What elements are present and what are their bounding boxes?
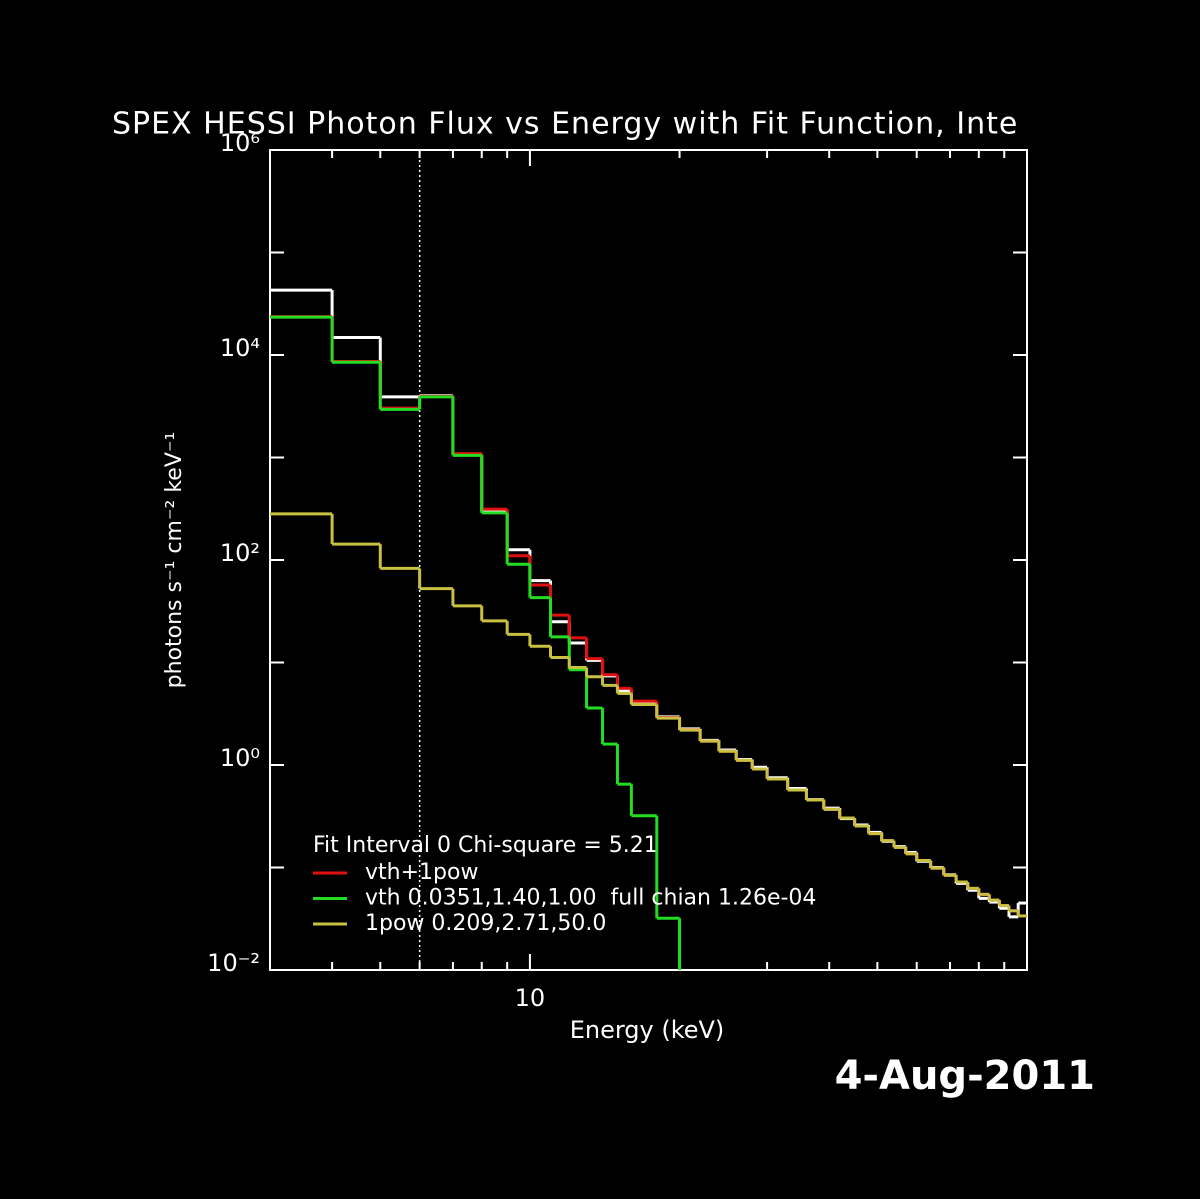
legend-label: vth 0.0351,1.40,1.00 full chian 1.26e-04 bbox=[365, 886, 816, 911]
y-axis-label: photons s⁻¹ cm⁻² keV⁻¹ bbox=[162, 432, 187, 689]
y-tick-label: 10⁰ bbox=[220, 744, 260, 772]
y-tick-label: 10⁴ bbox=[220, 334, 260, 362]
chart-title: SPEX HESSI Photon Flux vs Energy with Fi… bbox=[112, 107, 1018, 142]
x-axis-label: Energy (keV) bbox=[570, 1016, 725, 1044]
legend-label: 1pow 0.209,2.71,50.0 bbox=[365, 911, 606, 936]
y-tick-label: 10⁶ bbox=[220, 129, 260, 157]
y-tick-label: 10⁻² bbox=[207, 949, 260, 977]
date-label: 4-Aug-2011 bbox=[835, 1053, 1095, 1099]
x-tick-label: 10 bbox=[515, 984, 546, 1012]
plot-area bbox=[270, 288, 1027, 970]
y-tick-label: 10² bbox=[220, 539, 260, 567]
legend-label: vth+1pow bbox=[365, 860, 478, 885]
legend-title: Fit Interval 0 Chi-square = 5.21 bbox=[313, 833, 658, 858]
